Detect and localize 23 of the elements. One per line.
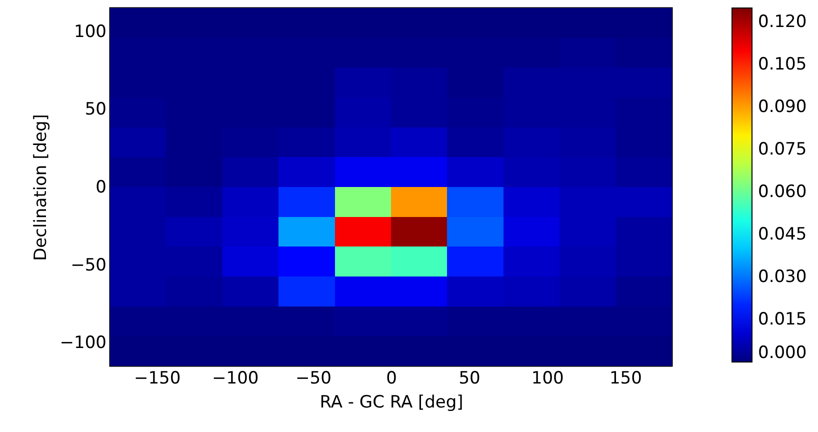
x-tick-label: 0 (386, 368, 397, 388)
x-tick-label: −50 (296, 368, 332, 388)
color-bar-label: 0.060 (758, 182, 807, 202)
color-bar-label: 0.000 (758, 343, 807, 363)
x-tick-label: 50 (458, 368, 480, 388)
color-bar-label: 0.090 (758, 97, 807, 118)
color-bar-label: 0.075 (758, 140, 807, 160)
x-tick-label: −100 (212, 368, 259, 388)
color-bar-label: 0.120 (758, 12, 807, 32)
x-tick-label: −150 (134, 368, 181, 388)
color-bar-label: 0.045 (758, 224, 807, 245)
x-axis-title: RA - GC RA [deg] (320, 392, 464, 412)
color-bar-label: 0.015 (758, 310, 807, 330)
y-tick-label: 100 (74, 22, 106, 42)
color-bar-label: 0.105 (758, 54, 807, 75)
y-tick-label: 50 (84, 100, 106, 120)
y-tick-label: −50 (70, 255, 106, 276)
y-axis-title: Declination [deg] (30, 114, 51, 261)
x-tick-label: 150 (609, 368, 642, 388)
x-tick-label: 100 (531, 368, 564, 388)
color-bar-label: 0.030 (758, 267, 807, 288)
y-tick-label: −100 (60, 333, 106, 354)
y-tick-label: 0 (96, 178, 106, 198)
